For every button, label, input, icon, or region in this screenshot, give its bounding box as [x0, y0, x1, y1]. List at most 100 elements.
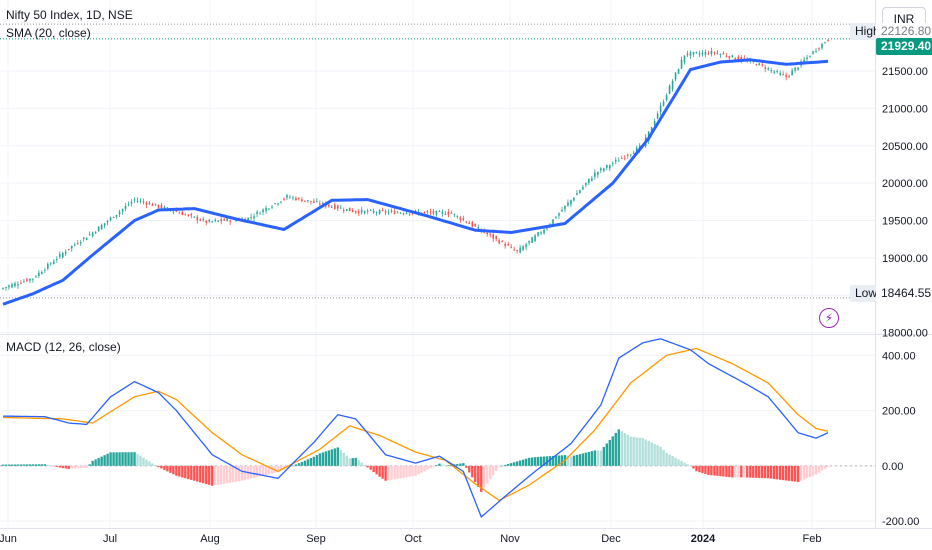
candle-body: [812, 51, 814, 54]
histogram-bar: [321, 452, 325, 466]
candle-body: [384, 211, 387, 213]
histogram-bar: [252, 465, 256, 478]
time-axis-label: Feb: [803, 533, 822, 545]
histogram-bar: [432, 465, 435, 467]
histogram-bar: [106, 453, 109, 466]
candle-body: [348, 207, 351, 212]
price-tick-label: 20000.00: [882, 178, 928, 190]
candle-body: [342, 210, 345, 212]
histogram-bar: [725, 465, 728, 477]
candle-body: [770, 69, 773, 71]
histogram-bar: [19, 464, 23, 466]
candle-body: [26, 279, 28, 282]
histogram-bar: [713, 465, 716, 476]
histogram-bar: [25, 464, 29, 466]
histogram-bar: [315, 455, 319, 466]
histogram-bar: [94, 459, 97, 466]
histogram-bar: [234, 465, 238, 482]
candle-body: [662, 101, 665, 106]
candle-body: [665, 95, 668, 100]
candle-body: [629, 154, 632, 156]
histogram-bar: [799, 465, 803, 481]
histogram-bar: [775, 465, 779, 480]
histogram-bar: [193, 465, 196, 481]
lightning-circle-icon[interactable]: ⚡: [819, 308, 839, 328]
histogram-bar: [199, 465, 202, 483]
candle-body: [67, 248, 70, 250]
candle-body: [710, 50, 713, 54]
histogram-bar: [61, 465, 64, 469]
histogram-bar: [13, 464, 17, 466]
candle-body: [56, 259, 58, 261]
candle-body: [366, 210, 369, 212]
candle-body: [465, 221, 468, 223]
candle-body: [58, 253, 61, 257]
signal-line: [2, 347, 829, 502]
candle-body: [519, 247, 521, 253]
candle-body: [600, 168, 602, 171]
candle-body: [474, 224, 477, 227]
candle-body: [11, 284, 13, 288]
candle-body: [623, 157, 626, 159]
histogram-bar: [722, 465, 725, 477]
histogram-bar: [408, 465, 411, 477]
macd-tick-label: -200.00: [882, 516, 919, 528]
candle-body: [280, 201, 282, 203]
candle-body: [492, 234, 495, 239]
candle-body: [336, 205, 339, 209]
histogram-bar: [462, 463, 465, 466]
candle-body: [166, 207, 169, 209]
histogram-bar: [808, 465, 812, 478]
candle-body: [44, 269, 46, 271]
histogram-bar: [758, 465, 761, 478]
histogram-bar: [118, 452, 121, 466]
candle-body: [175, 210, 178, 212]
histogram-bar: [49, 465, 53, 467]
histogram-bar: [465, 465, 468, 468]
sma-polyline: [2, 58, 829, 306]
candle-body: [151, 203, 154, 206]
histogram-bar: [650, 442, 653, 466]
time-axis-labels: Jun Jul Aug Sep Oct Nov Dec 2024 Feb: [0, 533, 821, 545]
histogram-bar: [324, 451, 328, 466]
candle-body: [429, 211, 432, 213]
candle-body: [41, 272, 43, 275]
histogram-bar: [411, 465, 414, 477]
candle-body: [692, 51, 695, 55]
candle-body: [758, 63, 761, 65]
price-axis-ticks: 18000.00 19000.00 19500.00 20000.00 20500.00…: [882, 29, 928, 340]
candle-body: [821, 43, 823, 49]
histogram-bar: [103, 455, 106, 466]
histogram-bar: [817, 465, 821, 473]
histogram-bar: [536, 456, 540, 466]
last-price-tag: 21929.40: [876, 38, 932, 55]
candle-body: [124, 205, 127, 209]
histogram-bar: [623, 433, 626, 466]
candle-body: [262, 209, 264, 213]
candle-body: [250, 216, 252, 218]
candle-body: [704, 52, 707, 55]
candle-body: [408, 213, 411, 215]
histogram-bar: [599, 450, 603, 466]
histogram-bar: [784, 465, 788, 481]
candle-body: [154, 203, 157, 205]
candle-body: [118, 211, 121, 215]
histogram-bar: [1, 464, 5, 466]
candle-body: [298, 197, 300, 199]
histogram-bar: [414, 465, 417, 476]
candle-body: [650, 127, 653, 132]
histogram-bar: [527, 457, 531, 466]
histogram-bar: [202, 465, 205, 484]
histogram-bar: [512, 462, 516, 466]
candle-body: [148, 203, 151, 205]
histogram-bar: [348, 458, 351, 466]
histogram-bar: [734, 465, 737, 478]
candle-body: [121, 208, 124, 212]
histogram-bar: [617, 429, 620, 466]
histogram-bar: [43, 464, 47, 466]
candle-body: [608, 165, 611, 169]
candle-body: [620, 157, 623, 159]
candle-body: [824, 42, 826, 44]
candle-body: [782, 74, 784, 76]
